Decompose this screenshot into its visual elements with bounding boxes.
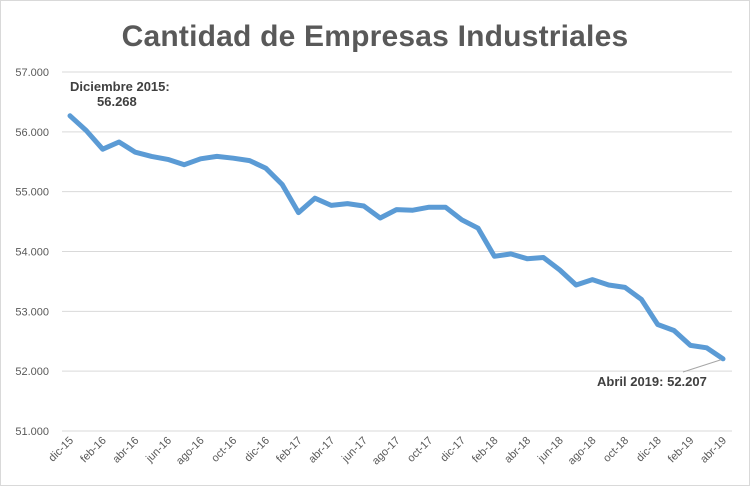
- y-tick-label: 52.000: [15, 366, 49, 378]
- x-tick-label: dic-18: [634, 435, 664, 465]
- x-tick-label: dic-16: [242, 435, 272, 465]
- x-tick-label: oct-16: [209, 435, 239, 465]
- x-tick-label: ago-18: [566, 435, 599, 468]
- x-tick-label: jun-16: [143, 435, 174, 466]
- x-tick-label: oct-17: [405, 435, 435, 465]
- y-tick-label: 57.000: [15, 67, 49, 79]
- start-annotation-line1: Diciembre 2015:: [70, 79, 170, 94]
- x-tick-label: feb-17: [274, 435, 305, 466]
- y-tick-label: 56.000: [15, 127, 49, 139]
- y-tick-label: 53.000: [15, 306, 49, 318]
- x-tick-label: oct-18: [601, 435, 631, 465]
- x-tick-label: jun-17: [339, 435, 370, 466]
- end-annotation-leader: [682, 359, 722, 373]
- x-tick-label: ago-16: [174, 435, 207, 468]
- x-tick-label: feb-19: [666, 435, 697, 466]
- end-annotation-label: Abril 2019: 52.207: [597, 374, 707, 389]
- y-tick-label: 55.000: [15, 187, 49, 199]
- x-tick-label: dic-15: [46, 435, 76, 465]
- series-layer: [67, 113, 726, 362]
- x-tick-label: abr-16: [110, 435, 141, 466]
- x-tick-label: feb-16: [78, 435, 109, 466]
- x-tick-label: abr-19: [698, 435, 729, 466]
- chart-title: Cantidad de Empresas Industriales: [121, 20, 629, 53]
- series-line: [67, 113, 726, 362]
- y-axis-tick-labels: 51.000 52.000 53.000 54.000 55.000 56.000 57.0…: [15, 67, 49, 438]
- annotations: Diciembre 2015: 56.268 Abril 2019: 52.20…: [70, 79, 722, 389]
- x-tick-label: dic-17: [438, 435, 468, 465]
- x-tick-label: abr-17: [306, 435, 337, 466]
- x-tick-label: feb-18: [470, 435, 501, 466]
- x-tick-label: abr-18: [502, 435, 533, 466]
- y-tick-label: 54.000: [15, 247, 49, 259]
- gridlines: [62, 71, 732, 432]
- x-axis-tick-labels: dic-15 feb-16 abr-16 jun-16 ago-16 oct-16 dic-…: [46, 435, 729, 468]
- start-annotation-line2: 56.268: [97, 94, 137, 109]
- y-tick-label: 51.000: [15, 426, 49, 438]
- x-tick-label: ago-17: [370, 435, 403, 468]
- x-tick-label: jun-18: [535, 435, 566, 466]
